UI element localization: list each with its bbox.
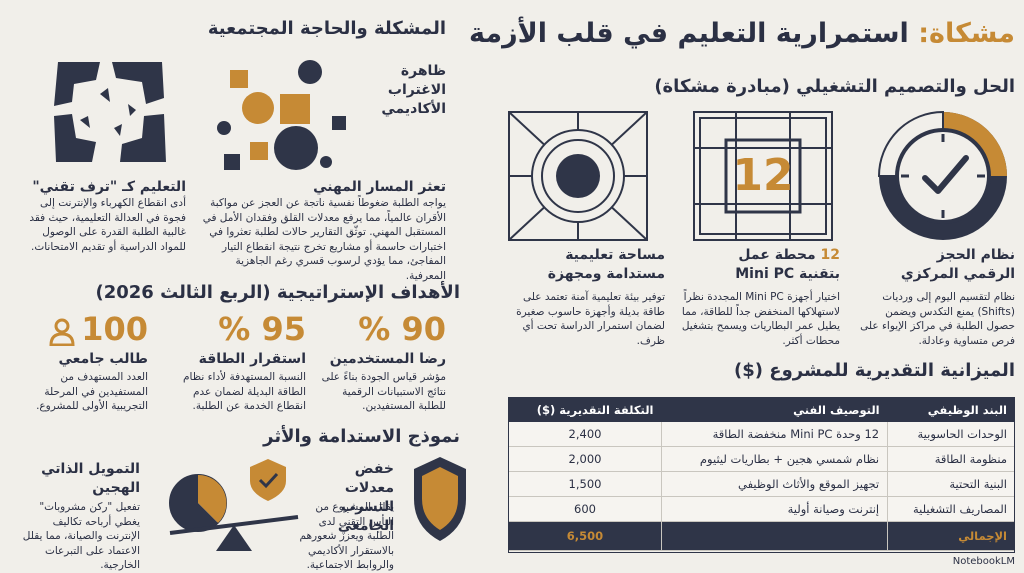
section-heading: المشكلة والحاجة المجتمعية (207, 18, 446, 39)
impact-title: خفض معدلات التسرب الجامعي (337, 461, 394, 534)
card-title: نظام الحجز الرقمي المركزي (900, 247, 1015, 282)
table-cell: 2,400 (508, 422, 662, 447)
item-title: تعثر المسار المهني (313, 179, 446, 195)
card-title-text: محطة عمل بتقنية Mini PC (735, 247, 840, 282)
goal-title: رضا المستخدمين (329, 351, 446, 367)
total-value: 6,500 (508, 521, 662, 551)
budget-table: البند الوظيفي التوصيف الفني التكلفة التقدي… (508, 397, 1015, 551)
column-header: التوصيف الفني (661, 397, 888, 422)
column-header: البند الوظيفي (887, 397, 1015, 422)
clock-icon (877, 110, 1007, 240)
section-heading: الميزانية التقديرية للمشروع ($) (734, 360, 1015, 381)
table-cell: 12 وحدة Mini PC منخفضة الطاقة (660, 422, 888, 447)
icon-number: 12 (732, 150, 793, 201)
table-cell: نظام شمسي هجين + بطاريات ليثيوم (660, 446, 888, 472)
table-cell: 600 (508, 496, 662, 522)
impact-text: تفعيل "ركن مشروبات" يغطي أرباحه تكاليف ا… (22, 501, 140, 571)
card-text: اختيار أجهزة Mini PC المجددة نظراً لاسته… (681, 291, 840, 347)
table-row: منظومة الطاقة نظام شمسي هجين + بطاريات لي… (508, 446, 1015, 472)
table-border (508, 397, 1015, 553)
grid-icon: 12 (693, 111, 833, 241)
section-heading: الحل والتصميم التشغيلي (مبادرة مشكاة) (654, 76, 1015, 97)
item-title: التعليم كـ "ترف تقني" (32, 179, 186, 195)
broken-square-icon (54, 62, 166, 162)
total-spacer (660, 521, 888, 551)
shield-icon (414, 457, 466, 541)
goal-text: مؤشر قياس الجودة بناءً على نتائج الاستبي… (321, 371, 446, 412)
target-icon (508, 111, 648, 241)
goal-title: استقرار الطاقة (198, 351, 306, 367)
table-cell: 1,500 (508, 471, 662, 497)
table-row: المصاريف التشغيلية إنترنت وصيانة أولية 600 (508, 496, 1015, 522)
goal-value: 95 % (218, 310, 306, 348)
table-row: الوحدات الحاسوبية 12 وحدة Mini PC منخفضة … (508, 422, 1015, 447)
impact-title: التمويل الذاتي الهجين (41, 461, 140, 496)
goal-value: 90 % (358, 310, 446, 348)
footer-brand: NotebookLM (952, 556, 1015, 567)
person-icon (49, 318, 75, 346)
title-prefix: مشكاة: (918, 18, 1015, 49)
table-header: البند الوظيفي التوصيف الفني التكلفة التقدي… (508, 397, 1015, 422)
card-title: مساحة تعليمية مستدامة ومجهزة (547, 247, 665, 282)
goal-text: العدد المستهدف من المستفيدين في المرحلة … (36, 371, 148, 412)
title-text: استمرارية التعليم في قلب الأزمة (469, 18, 909, 49)
table-cell: الوحدات الحاسوبية (887, 422, 1015, 447)
phenomenon-label: ظاهرة الاغتراب الأكاديمي (381, 63, 446, 117)
scale-icon (169, 459, 299, 551)
goal-title: طالب جامعي (58, 351, 148, 367)
table-cell: منظومة الطاقة (887, 446, 1015, 472)
column-header: التكلفة التقديرية ($) (508, 397, 662, 422)
table-body: الوحدات الحاسوبية 12 وحدة Mini PC منخفضة … (508, 422, 1015, 551)
total-label: الإجمالي (887, 521, 1015, 551)
table-cell: تجهيز الموقع والأثاث الوظيفي (660, 471, 888, 497)
table-cell: المصاريف التشغيلية (887, 496, 1015, 522)
section-heading: الأهداف الإستراتيجية (الربع الثالث 2026) (95, 282, 460, 303)
section-heading: نموذج الاستدامة والأثر (263, 426, 460, 447)
table-cell: البنية التحتية (887, 471, 1015, 497)
goal-value: 100 (81, 310, 148, 348)
table-cell: إنترنت وصيانة أولية (660, 496, 888, 522)
impact-text: يقلل المشروع من اليأس التقني لدى الطلبة … (299, 501, 395, 571)
shapes-icon (217, 60, 346, 170)
table-cell: 2,000 (508, 446, 662, 472)
item-text: أدى انقطاع الكهرباء والإنترنت إلى فجوة ف… (29, 197, 186, 253)
card-text: نظام لتقسيم اليوم إلى ورديات (Shifts) يم… (860, 291, 1015, 347)
page-title: مشكاة: استمرارية التعليم في قلب الأزمة (469, 18, 1015, 49)
card-title: 12 محطة عمل بتقنية Mini PC (720, 246, 840, 284)
total-row: الإجمالي 6,500 (508, 521, 1015, 551)
table-row: البنية التحتية تجهيز الموقع والأثاث الوظي… (508, 471, 1015, 497)
card-text: توفير بيئة تعليمية آمنة تعتمد على طاقة ب… (516, 291, 665, 347)
goal-text: النسبة المستهدفة لأداء نظام الطاقة البدي… (183, 371, 306, 412)
card-number: 12 (820, 247, 840, 263)
item-text: يواجه الطلبة ضغوطاً نفسية ناتجة عن العجز… (202, 197, 446, 282)
